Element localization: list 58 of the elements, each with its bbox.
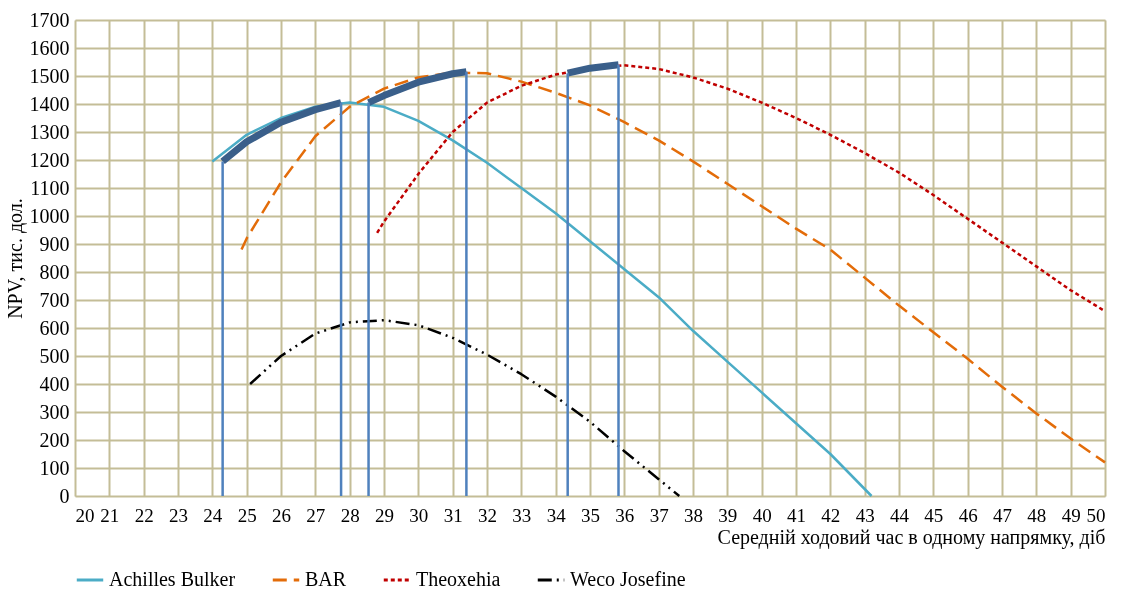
x-tick-label: 43	[855, 504, 875, 526]
x-tick-label: 35	[581, 504, 600, 526]
y-tick-label: 1200	[29, 148, 70, 171]
x-tick-label: 49	[1061, 504, 1081, 526]
x-tick-label: 42	[821, 504, 841, 526]
x-tick-label: 33	[512, 504, 532, 526]
y-tick-label: 700	[39, 288, 70, 311]
x-tick-label: 39	[718, 504, 738, 526]
y-tick-label: 300	[39, 400, 70, 423]
x-tick-label: 29	[375, 504, 394, 526]
x-tick-label: 22	[134, 504, 154, 526]
x-tick-label: 41	[787, 504, 806, 526]
y-tick-label: 1100	[30, 176, 70, 199]
line-series	[248, 318, 681, 498]
x-tick-label: 27	[306, 504, 326, 526]
x-axis-title: Середній ходовий час в одному напрямку, діб	[717, 525, 1106, 549]
y-axis-title: NPV, тис. дол.	[3, 198, 27, 319]
legend-label: Theoxehia	[416, 568, 501, 590]
y-tick-label: 100	[39, 456, 70, 479]
x-tick-label: 24	[203, 504, 223, 526]
x-tick-label: 28	[340, 504, 360, 526]
y-tick-label: 1300	[29, 120, 70, 143]
y-tick-label: 1500	[29, 64, 70, 87]
x-tick-label: 30	[409, 504, 429, 526]
x-tick-label: 23	[169, 504, 188, 526]
y-tick-label: 800	[39, 260, 70, 283]
x-tick-label: 50	[1086, 504, 1106, 526]
legend-label: BAR	[305, 568, 347, 590]
y-tick-label: 0	[59, 484, 70, 507]
y-tick-label: 200	[39, 428, 70, 451]
x-tick-label: 38	[684, 504, 703, 526]
x-tick-label: 40	[752, 504, 772, 526]
y-tick-label: 1700	[29, 8, 70, 31]
x-tick-label: 36	[615, 504, 635, 526]
x-tick-label: 26	[272, 504, 291, 526]
x-tick-label: 44	[890, 504, 910, 526]
x-tick-label: 25	[237, 504, 257, 526]
legend-label: Achilles Bulker	[109, 568, 236, 590]
x-tick-label: 20	[75, 504, 95, 526]
y-tick-label: 400	[39, 372, 70, 395]
x-tick-label: 21	[100, 504, 120, 526]
x-tick-label: 46	[958, 504, 978, 526]
line-series	[240, 71, 1107, 464]
legend-label: Weco Josefine	[570, 568, 686, 590]
x-tick-label: 31	[443, 504, 463, 526]
line-series	[211, 101, 873, 498]
x-tick-label: 48	[1027, 504, 1047, 526]
y-tick-label: 600	[39, 316, 70, 339]
y-tick-label: 1400	[29, 92, 70, 115]
y-tick-label: 900	[39, 232, 70, 255]
x-tick-label: 37	[649, 504, 669, 526]
x-tick-label: 45	[924, 504, 944, 526]
y-tick-label: 1600	[29, 36, 70, 59]
x-tick-label: 32	[478, 504, 497, 526]
x-tick-label: 47	[993, 504, 1012, 526]
x-tick-label: 34	[546, 504, 567, 526]
y-tick-label: 500	[39, 344, 70, 367]
y-tick-label: 1000	[29, 204, 70, 227]
